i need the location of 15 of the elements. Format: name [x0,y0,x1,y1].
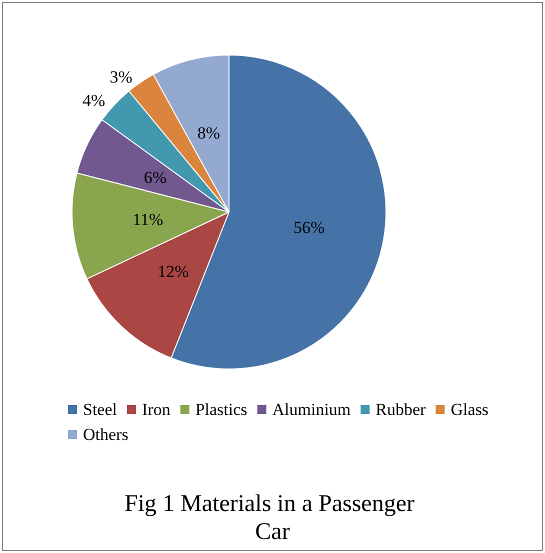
legend-label: Iron [142,400,171,419]
legend-label: Others [83,425,128,444]
legend-label: Rubber [376,400,426,419]
legend-label: Glass [450,400,488,419]
data-label: 6% [144,168,167,187]
data-label: 56% [293,218,325,237]
data-label: 4% [82,90,106,110]
data-label: 11% [132,210,164,230]
text: Fig 1 Materials in a Passenger Car [124,491,420,545]
data-label: 3% [110,68,132,87]
data-label: 12% [158,262,189,281]
legend-label: Plastics [195,400,248,419]
legend-label: Aluminium [272,400,351,419]
data-label: 8% [197,124,220,143]
legend-label: Steel [83,400,118,419]
